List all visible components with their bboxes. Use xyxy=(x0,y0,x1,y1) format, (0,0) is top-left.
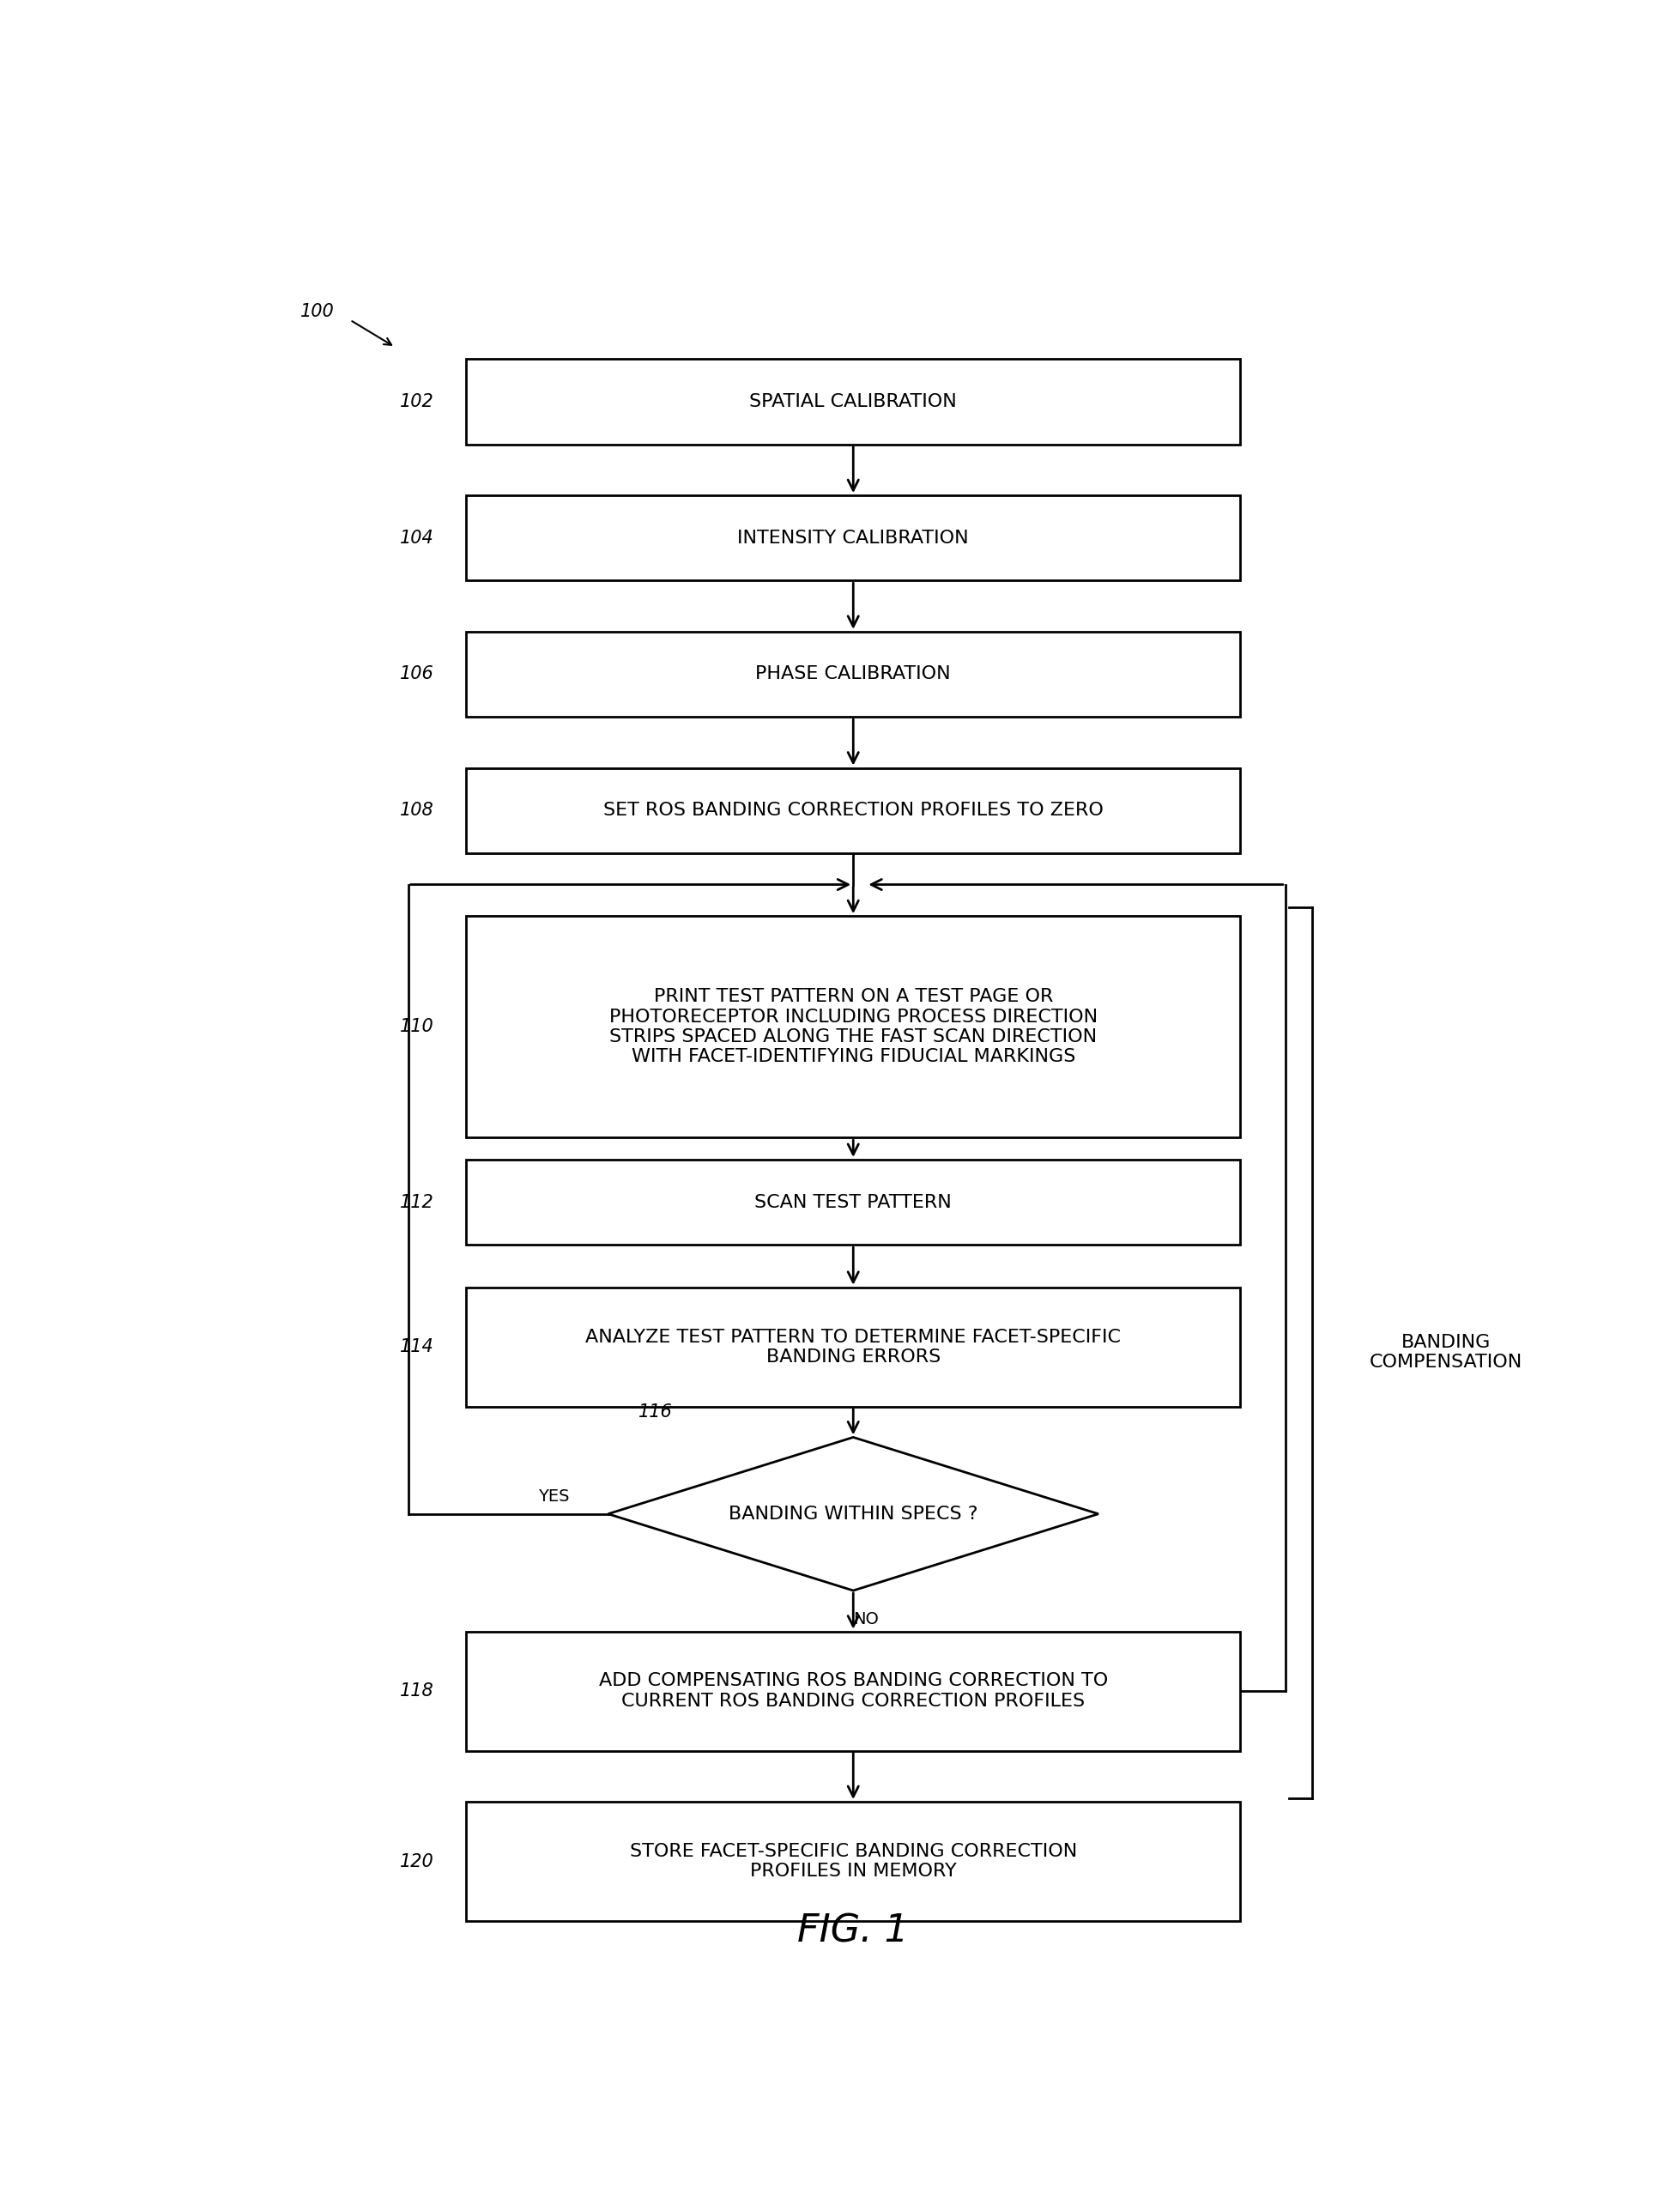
FancyBboxPatch shape xyxy=(466,1159,1240,1245)
Text: PHASE CALIBRATION: PHASE CALIBRATION xyxy=(755,666,950,684)
Text: 108: 108 xyxy=(399,803,434,818)
Text: 118: 118 xyxy=(399,1683,434,1699)
Text: SPATIAL CALIBRATION: SPATIAL CALIBRATION xyxy=(749,394,957,409)
Text: FIG. 1: FIG. 1 xyxy=(797,1913,909,1949)
Text: 106: 106 xyxy=(399,666,434,684)
Text: NO: NO xyxy=(854,1610,879,1628)
Text: 110: 110 xyxy=(399,1018,434,1035)
Polygon shape xyxy=(607,1438,1098,1590)
Text: SET ROS BANDING CORRECTION PROFILES TO ZERO: SET ROS BANDING CORRECTION PROFILES TO Z… xyxy=(602,803,1103,818)
Text: 102: 102 xyxy=(399,394,434,409)
Text: BANDING
COMPENSATION: BANDING COMPENSATION xyxy=(1368,1334,1521,1371)
FancyBboxPatch shape xyxy=(466,1803,1240,1920)
Text: 120: 120 xyxy=(399,1854,434,1869)
FancyBboxPatch shape xyxy=(466,1632,1240,1750)
Text: 114: 114 xyxy=(399,1338,434,1356)
Text: 112: 112 xyxy=(399,1194,434,1210)
FancyBboxPatch shape xyxy=(466,1287,1240,1407)
FancyBboxPatch shape xyxy=(466,495,1240,580)
Text: 116: 116 xyxy=(639,1402,672,1420)
Text: BANDING WITHIN SPECS ?: BANDING WITHIN SPECS ? xyxy=(729,1506,977,1522)
Text: PRINT TEST PATTERN ON A TEST PAGE OR
PHOTORECEPTOR INCLUDING PROCESS DIRECTION
S: PRINT TEST PATTERN ON A TEST PAGE OR PHO… xyxy=(609,989,1097,1066)
Text: YES: YES xyxy=(537,1489,569,1504)
FancyBboxPatch shape xyxy=(466,916,1240,1137)
Text: 100: 100 xyxy=(301,303,334,321)
FancyBboxPatch shape xyxy=(466,768,1240,854)
FancyBboxPatch shape xyxy=(466,358,1240,445)
Text: ADD COMPENSATING ROS BANDING CORRECTION TO
CURRENT ROS BANDING CORRECTION PROFIL: ADD COMPENSATING ROS BANDING CORRECTION … xyxy=(599,1672,1107,1710)
Text: INTENSITY CALIBRATION: INTENSITY CALIBRATION xyxy=(737,529,968,546)
Text: STORE FACET-SPECIFIC BANDING CORRECTION
PROFILES IN MEMORY: STORE FACET-SPECIFIC BANDING CORRECTION … xyxy=(629,1843,1077,1880)
Text: SCAN TEST PATTERN: SCAN TEST PATTERN xyxy=(754,1194,952,1210)
Text: ANALYZE TEST PATTERN TO DETERMINE FACET-SPECIFIC
BANDING ERRORS: ANALYZE TEST PATTERN TO DETERMINE FACET-… xyxy=(586,1329,1120,1365)
Text: 104: 104 xyxy=(399,529,434,546)
FancyBboxPatch shape xyxy=(466,633,1240,717)
